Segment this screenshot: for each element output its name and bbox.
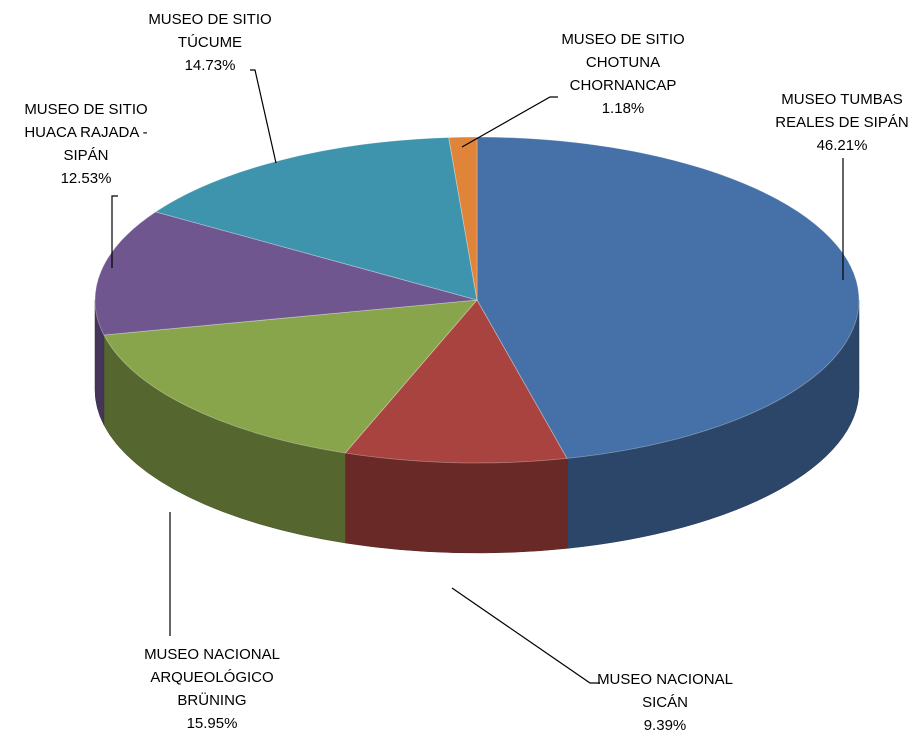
slice [344,299,568,464]
value-label: 15.95% [186,715,238,732]
category-label: MUSEO NACIONAL ARQUEOLÓGICO BRÜNING [144,646,280,709]
slice [476,136,860,459]
leader-line [451,587,600,684]
category-label: MUSEO DE SITIO TÚCUME [148,11,272,51]
category-label: MUSEO NACIONAL SICÁN [597,671,733,711]
value-label: 9.39% [643,717,687,734]
data-label: MUSEO NACIONAL SICÁN 9.39% [590,668,740,737]
slice [448,136,478,301]
leader-line [111,195,118,268]
value-label: 1.18% [601,100,645,117]
data-label: MUSEO TUMBAS REALES DE SIPÁN 46.21% [767,88,917,157]
value-label: 46.21% [816,137,868,154]
value-label: 14.73% [184,57,236,74]
data-label: MUSEO NACIONAL ARQUEOLÓGICO BRÜNING 15.95… [128,643,296,735]
leader-line [250,69,277,164]
slice [154,137,478,301]
category-label: MUSEO DE SITIO HUACA RAJADA - SIPÁN [24,101,148,164]
slice [94,211,478,336]
category-label: MUSEO DE SITIO CHOTUNA CHORNANCAP [561,31,685,94]
leader-line [461,96,558,148]
slice-side [344,452,568,554]
slice [103,299,478,454]
data-label: MUSEO DE SITIO HUACA RAJADA - SIPÁN 12.53… [16,98,156,190]
data-label: MUSEO DE SITIO TÚCUME 14.73% [140,8,280,77]
category-label: MUSEO TUMBAS REALES DE SIPÁN [775,91,909,131]
data-label: MUSEO DE SITIO CHOTUNA CHORNANCAP 1.18% [553,28,693,120]
value-label: 12.53% [60,170,112,187]
